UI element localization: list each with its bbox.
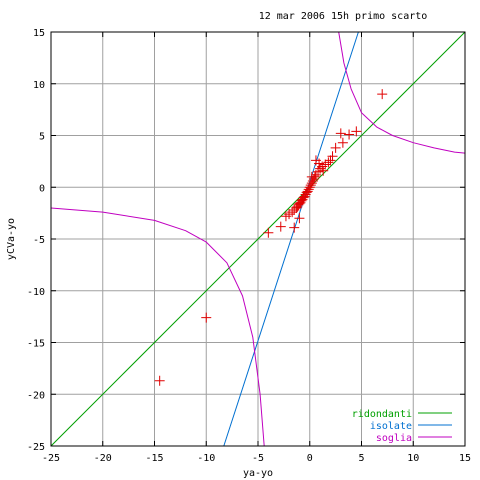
data-point	[201, 312, 212, 323]
x-tick-label: 15	[459, 453, 471, 464]
x-tick-label: -25	[42, 453, 60, 464]
data-point	[154, 375, 165, 386]
y-tick-label: -25	[27, 442, 45, 453]
x-tick-label: -10	[197, 453, 215, 464]
data-point	[377, 89, 388, 100]
y-tick-label: 0	[39, 183, 45, 194]
series-line-ridondanti	[51, 32, 465, 446]
legend-label-isolate: isolate	[370, 421, 412, 432]
data-point	[291, 202, 302, 213]
data-point	[263, 227, 274, 238]
series-curve-soglia-2	[338, 32, 465, 154]
x-tick-label: 5	[358, 453, 364, 464]
legend-label-ridondanti: ridondanti	[352, 409, 412, 420]
data-point	[307, 176, 318, 187]
data-point	[310, 169, 321, 180]
x-tick-label: -15	[145, 453, 163, 464]
data-point	[306, 171, 317, 182]
chart-title: 12 mar 2006 15h primo scarto	[259, 11, 428, 22]
data-point	[335, 128, 346, 139]
series-line-isolate	[223, 32, 359, 446]
y-tick-label: -5	[33, 235, 45, 246]
y-tick-label: -10	[27, 287, 45, 298]
data-point	[314, 158, 325, 169]
data-point	[280, 211, 291, 222]
data-point	[337, 137, 348, 148]
series-curve-soglia-1	[51, 207, 265, 446]
y-tick-label: 5	[39, 132, 45, 143]
data-point	[327, 151, 338, 162]
data-point	[308, 173, 319, 184]
x-axis-label: ya-yo	[243, 468, 273, 479]
x-tick-label: 0	[307, 453, 313, 464]
data-point	[344, 129, 355, 140]
y-axis-label: yCVa-yo	[6, 218, 17, 260]
data-point	[351, 126, 362, 137]
data-point	[289, 205, 300, 216]
data-point	[289, 222, 300, 233]
legend-label-soglia: soglia	[376, 433, 412, 444]
data-point	[301, 187, 312, 198]
y-tick-label: -15	[27, 339, 45, 350]
data-point	[325, 155, 336, 166]
x-tick-label: 10	[407, 453, 419, 464]
y-tick-label: -20	[27, 390, 45, 401]
tick-labels: -25 -20 -15 -10 -5 0 5 10 15 -25 -20 -15 -10 -5 0 5 10 15	[27, 28, 471, 464]
x-tick-label: -5	[252, 453, 264, 464]
data-point	[294, 213, 305, 224]
grid-lines	[51, 32, 465, 446]
x-tick-label: -20	[94, 453, 112, 464]
series-layer	[51, 32, 465, 446]
y-tick-label: 10	[33, 80, 45, 91]
data-point	[304, 182, 315, 193]
data-point	[275, 221, 286, 232]
data-point	[330, 142, 341, 153]
y-tick-label: 15	[33, 28, 45, 39]
data-point	[318, 165, 329, 176]
data-point	[305, 180, 316, 191]
